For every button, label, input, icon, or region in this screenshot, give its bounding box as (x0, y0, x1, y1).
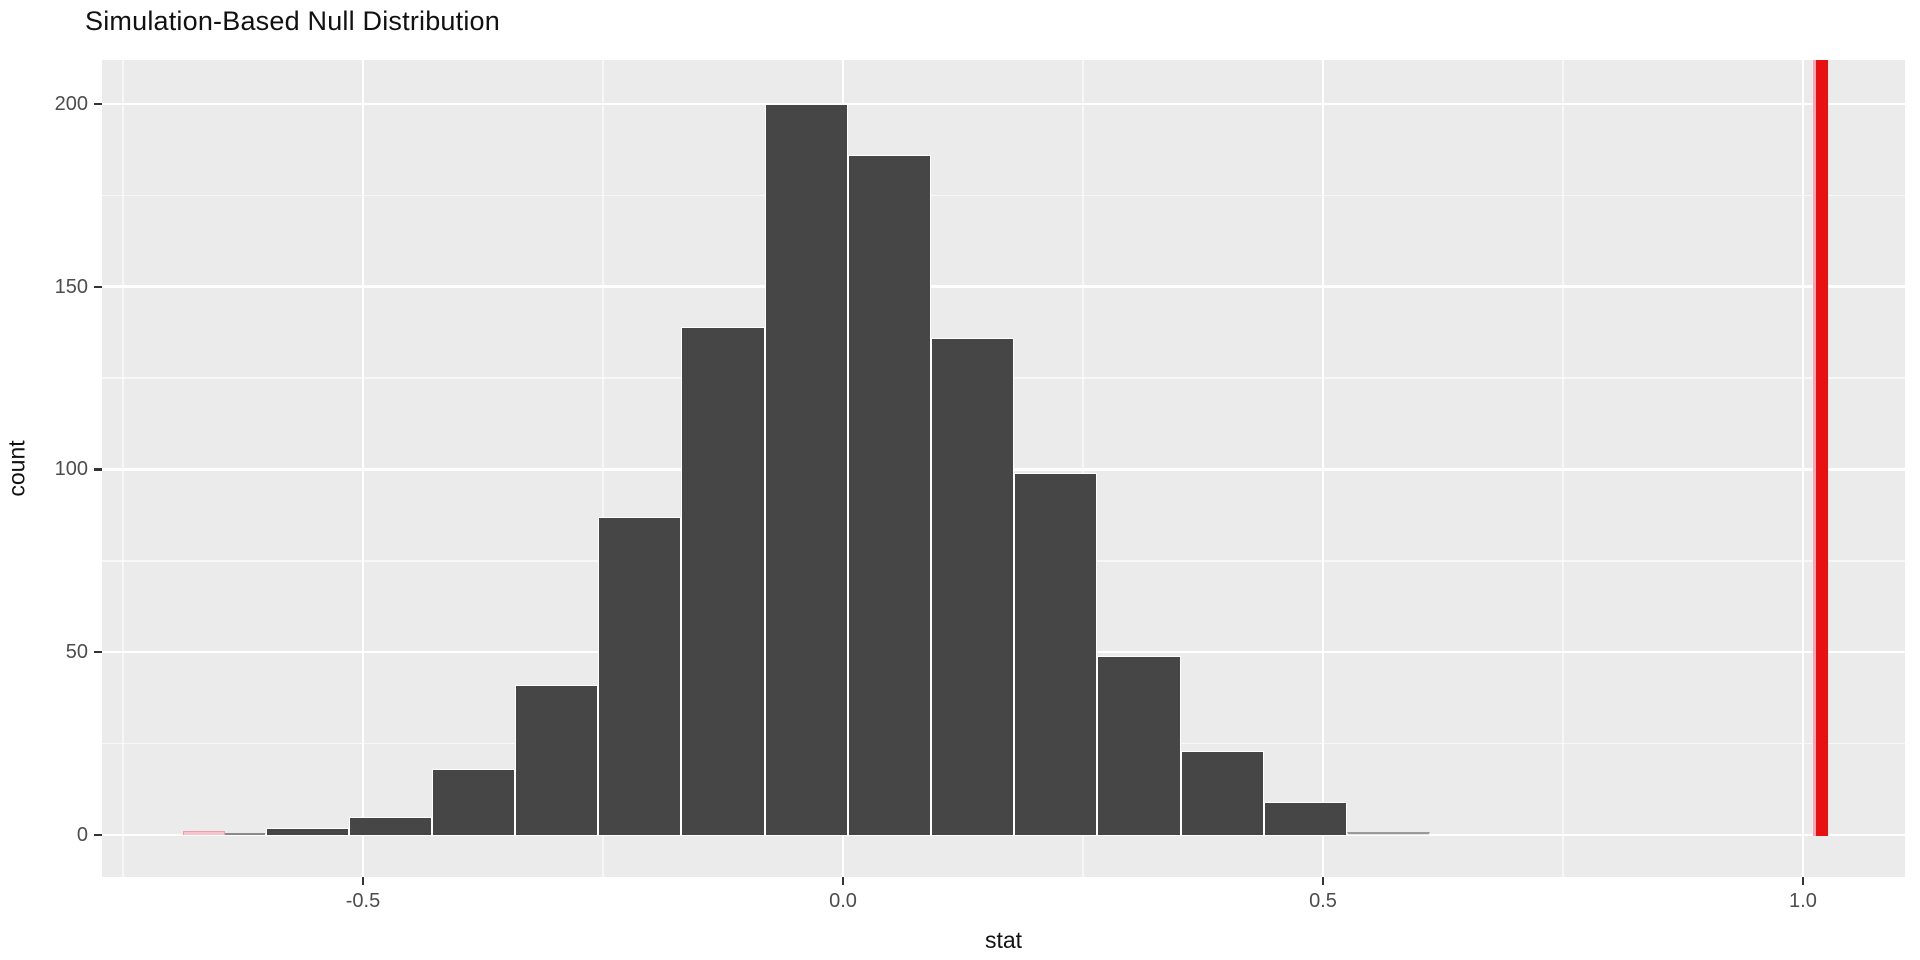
y-tick-mark (94, 651, 102, 654)
y-tick-mark (94, 285, 102, 288)
y-major-gridline (102, 285, 1905, 288)
y-tick-mark (94, 468, 102, 471)
x-tick-label: 0.0 (829, 890, 857, 912)
histogram-bar (598, 516, 681, 835)
x-tick-label: -0.5 (345, 890, 381, 912)
plot-panel (102, 60, 1905, 877)
x-tick-mark (361, 877, 365, 885)
x-tick-label: 0.5 (1309, 890, 1337, 912)
x-tick-label: 1.0 (1789, 890, 1817, 912)
histogram-bar (183, 831, 225, 835)
y-tick-mark (94, 833, 102, 837)
histogram-bar (514, 685, 598, 835)
histogram-bar (1013, 473, 1097, 835)
histogram-bar (847, 155, 932, 835)
observed-stat-line-edge (1813, 60, 1817, 836)
histogram-bar (1263, 802, 1347, 835)
histogram-bar (680, 326, 765, 835)
y-tick-label: 0 (76, 824, 88, 846)
y-major-gridline (102, 833, 1905, 837)
histogram-bar (266, 827, 349, 835)
histogram-bar (432, 769, 515, 835)
histogram-bar (1097, 655, 1181, 835)
x-tick-mark (841, 877, 845, 885)
x-axis-title: stat (984, 927, 1023, 953)
y-tick-label: 200 (54, 92, 88, 115)
y-tick-label: 150 (54, 275, 88, 298)
chart-title: Simulation-Based Null Distribution (85, 6, 500, 36)
histogram-bar (764, 103, 848, 835)
histogram-bar (931, 337, 1014, 835)
histogram-bar (224, 833, 266, 835)
observed-stat-line (1816, 60, 1829, 836)
y-tick-label: 100 (54, 458, 88, 481)
x-tick-mark (1801, 877, 1805, 885)
y-major-gridline (102, 102, 1905, 106)
y-tick-mark (94, 102, 102, 105)
x-tick-mark (1321, 877, 1325, 885)
y-tick-label: 50 (65, 641, 88, 664)
histogram-bar (348, 816, 433, 835)
histogram-bar (1346, 831, 1430, 835)
y-minor-gridline (102, 194, 1905, 196)
histogram-bar (1180, 750, 1264, 835)
